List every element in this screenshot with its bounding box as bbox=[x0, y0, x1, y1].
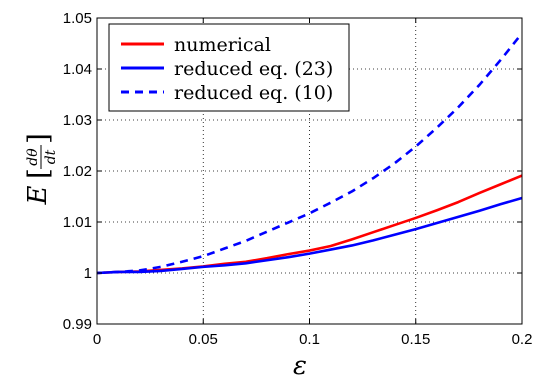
y-axis-label-numerator: dθ bbox=[25, 148, 41, 166]
x-tick-label: 0.2 bbox=[512, 331, 533, 348]
y-axis-label: E [ dθ dt ] bbox=[22, 133, 59, 205]
y-tick-label: 1.01 bbox=[63, 214, 92, 231]
legend-label-reduced-eq-10: reduced eq. (10) bbox=[174, 82, 333, 104]
legend-label-numerical: numerical bbox=[174, 34, 271, 56]
x-tick-label: 0.1 bbox=[299, 331, 320, 348]
y-axis-label-close-bracket: ] bbox=[22, 133, 55, 144]
y-axis-label-open-bracket: [ bbox=[22, 168, 55, 179]
y-tick-label: 1.04 bbox=[63, 61, 92, 78]
series-line-1 bbox=[96, 196, 523, 275]
legend: numerical reduced eq. (23) reduced eq. (… bbox=[108, 23, 350, 112]
y-axis-label-denominator: dt bbox=[43, 149, 59, 164]
x-tick-label: 0 bbox=[93, 331, 101, 348]
ticks: 0 0.05 0.1 0.15 0.2 0.99 1 1.01 1.02 1.03 1.04 1.05 bbox=[63, 10, 533, 348]
x-tick-label: 0.05 bbox=[189, 331, 218, 348]
y-tick-label: 1.05 bbox=[63, 10, 92, 27]
series-layer bbox=[96, 32, 524, 275]
x-axis-label: ε bbox=[293, 351, 307, 378]
y-axis-label-prefix: E bbox=[23, 185, 53, 205]
y-tick-label: 1 bbox=[84, 265, 92, 282]
series-line-2 bbox=[96, 32, 524, 275]
legend-label-reduced-eq-23: reduced eq. (23) bbox=[174, 58, 333, 80]
x-tick-label: 0.15 bbox=[401, 331, 430, 348]
y-tick-label: 1.03 bbox=[63, 112, 92, 129]
y-tick-label: 1.02 bbox=[63, 163, 92, 180]
y-tick-label: 0.99 bbox=[63, 316, 92, 333]
